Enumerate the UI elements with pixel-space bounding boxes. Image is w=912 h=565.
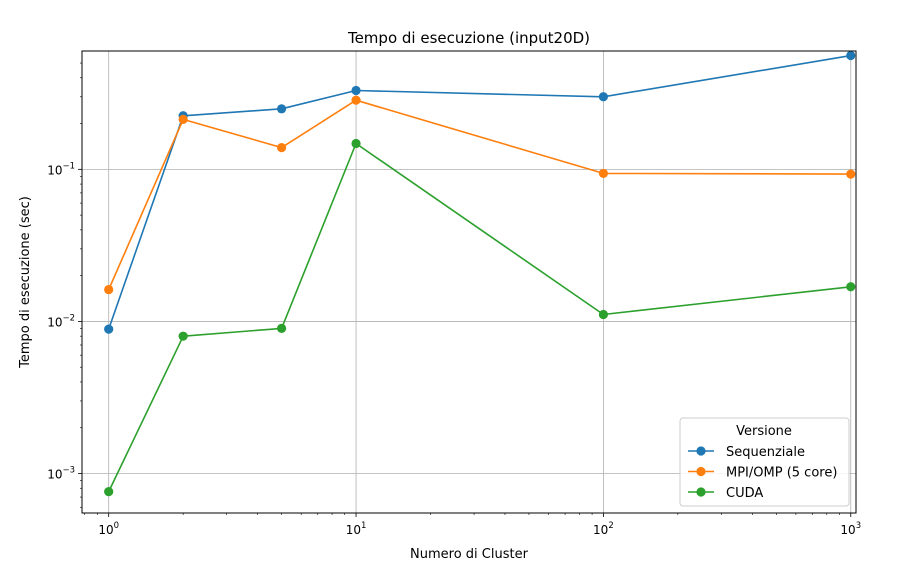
x-tick-label: 103 — [840, 521, 861, 537]
legend-marker — [696, 466, 706, 477]
data-point — [178, 331, 188, 341]
chart-title: Tempo di esecuzione (input20D) — [347, 29, 590, 47]
data-point — [276, 323, 287, 333]
y-tick-label: 10−1 — [47, 161, 75, 177]
data-point — [846, 50, 856, 61]
ticks: 100 101 102 103 10−3 10−2 10−1 — [47, 62, 861, 537]
series-line — [107, 54, 851, 330]
legend-label: Sequenziale — [726, 445, 805, 460]
x-tick-label: 102 — [593, 521, 614, 537]
series-layer — [104, 50, 856, 497]
legend-box — [679, 417, 850, 507]
grid — [82, 51, 856, 513]
x-axis-title: Numero di Cluster — [410, 547, 529, 562]
legend: Versione Sequenziale MPI/OMP (5 core) CUDA — [679, 417, 850, 507]
y-tick-label: 10−3 — [47, 466, 75, 482]
x-tick-label: 100 — [98, 521, 119, 537]
data-point — [276, 104, 287, 114]
data-point — [104, 487, 114, 497]
legend-title: Versione — [736, 424, 792, 439]
legend-marker — [696, 487, 706, 497]
y-axis-title: Tempo di esecuzione (sec) — [18, 196, 33, 369]
series-line — [107, 99, 851, 290]
data-point — [104, 284, 114, 295]
plot-frame — [81, 50, 857, 514]
data-point — [598, 309, 609, 320]
data-point — [598, 168, 609, 179]
data-point — [351, 85, 361, 96]
x-tick-label: 101 — [346, 521, 367, 537]
legend-label: MPI/OMP (5 core) — [726, 466, 837, 481]
data-point — [351, 95, 361, 105]
data-point — [351, 138, 361, 149]
series-line — [107, 142, 851, 492]
data-point — [104, 324, 114, 334]
data-point — [846, 169, 856, 179]
legend-label: CUDA — [726, 486, 763, 501]
legend-marker — [696, 446, 706, 456]
data-point — [178, 114, 188, 125]
data-point — [276, 142, 287, 153]
y-tick-label: 10−2 — [47, 313, 75, 329]
data-point — [598, 92, 609, 102]
data-point — [846, 282, 856, 292]
legend-items: Sequenziale MPI/OMP (5 core) CUDA — [688, 445, 837, 501]
